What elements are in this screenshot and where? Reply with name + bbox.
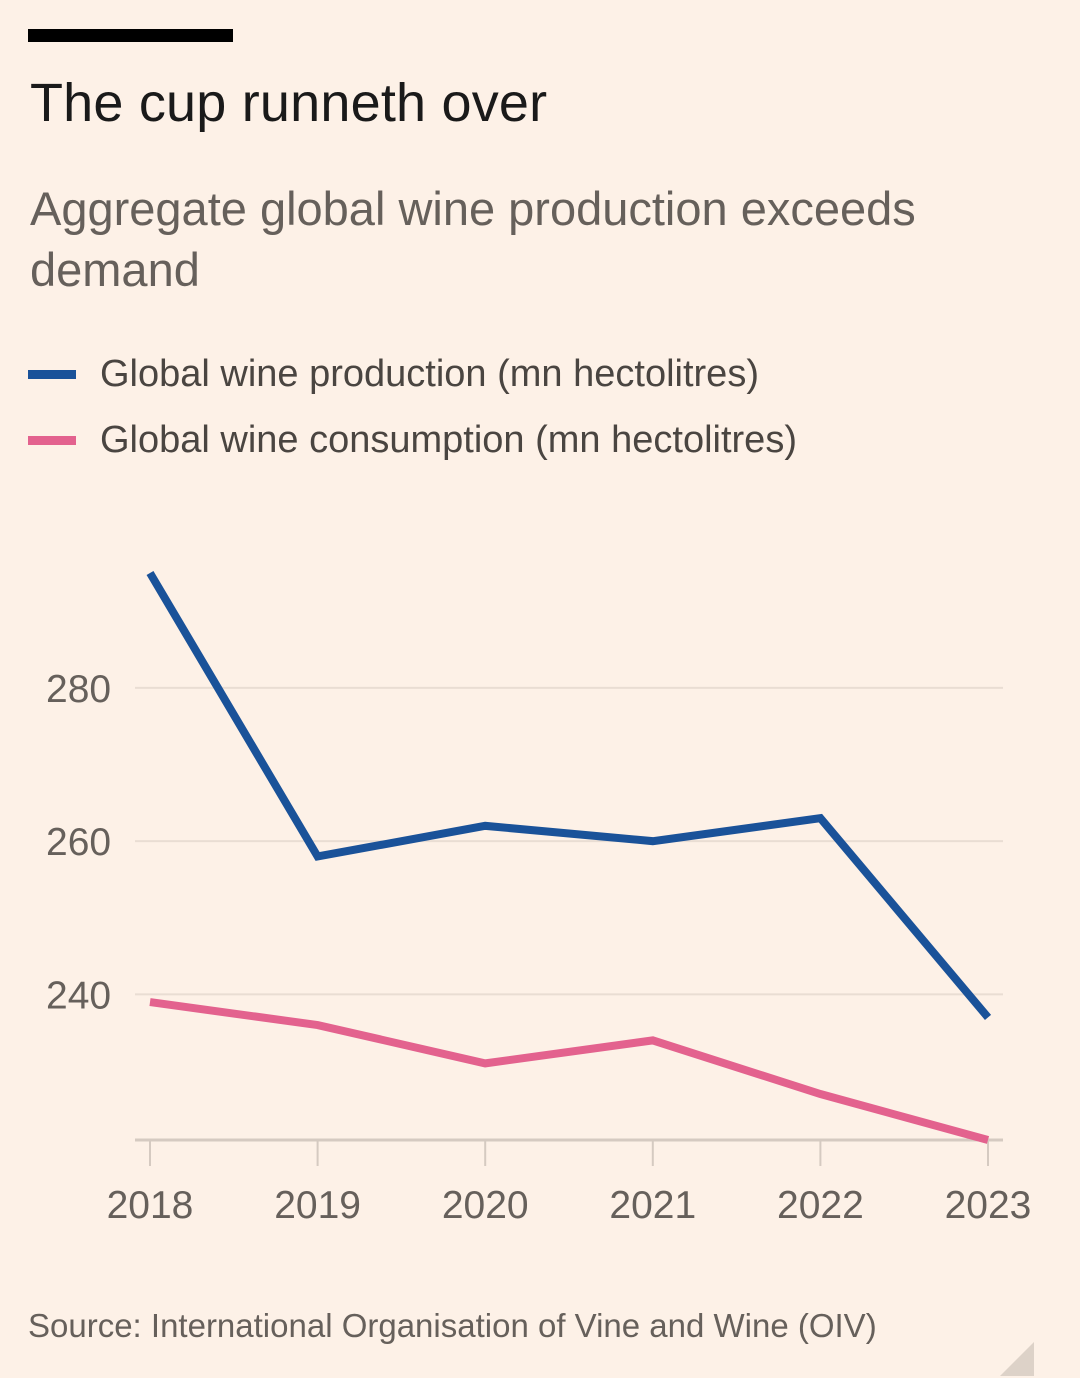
x-tick-label-2023: 2023 [945,1184,1032,1227]
chart-title: The cup runneth over [30,73,548,133]
series-line-consumption [149,998,990,1144]
chart-subtitle: Aggregate global wine production exceeds… [30,182,916,296]
legend: Global wine production (mn hectolitres) … [28,341,797,473]
y-tick-label-280: 280 [46,668,111,711]
x-tick-label-2021: 2021 [609,1184,696,1227]
header-rule [28,29,233,42]
line-chart: 240 260 280 2018 2019 2020 2021 2022 2023 [46,570,1032,1227]
legend-item-production: Global wine production (mn hectolitres) [28,341,797,407]
x-tick-label-2019: 2019 [274,1184,361,1227]
legend-swatch-production [28,369,76,379]
corner-resize-icon [1000,1342,1034,1376]
legend-label-production: Global wine production (mn hectolitres) [100,352,759,395]
x-tick-label-2020: 2020 [442,1184,529,1227]
x-tick-label-2018: 2018 [107,1184,194,1227]
y-tick-label-240: 240 [46,974,111,1017]
x-tick-label-2022: 2022 [777,1184,864,1227]
legend-item-consumption: Global wine consumption (mn hectolitres) [28,407,797,473]
legend-swatch-consumption [28,435,76,445]
source-note: Source: International Organisation of Vi… [28,1307,877,1344]
y-tick-label-260: 260 [46,821,111,864]
series-line-production [146,570,992,1020]
legend-label-consumption: Global wine consumption (mn hectolitres) [100,418,797,461]
